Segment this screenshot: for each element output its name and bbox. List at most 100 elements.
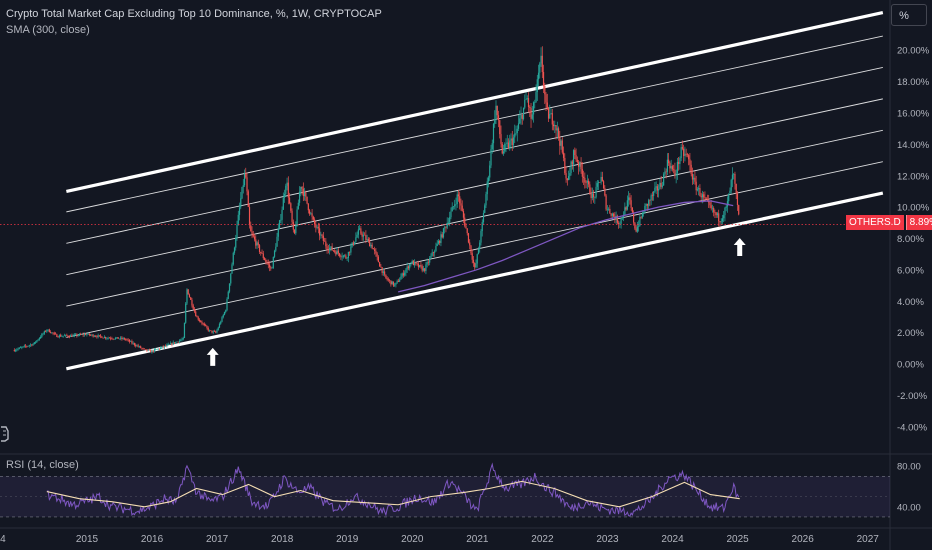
axis-unit-button[interactable]: %: [891, 4, 927, 26]
candle-body: [27, 345, 29, 347]
candle-body: [321, 234, 323, 236]
candle-body: [17, 348, 19, 350]
candle-body: [71, 335, 73, 337]
candle-body: [684, 153, 686, 156]
candle-body: [618, 222, 620, 225]
x-tick-label: 2024: [661, 534, 684, 545]
candle-body: [570, 161, 572, 174]
candle-body: [270, 267, 272, 269]
candle-body: [602, 181, 605, 189]
y-tick-label: 6.00%: [897, 265, 924, 276]
candle-body: [212, 331, 214, 333]
candle-body: [345, 255, 347, 259]
candle-body: [527, 98, 530, 108]
x-tick-label: 2023: [596, 534, 619, 545]
candle-body: [606, 209, 608, 210]
candle-body: [703, 194, 705, 198]
rsi-y-tick-label: 80.00: [897, 462, 921, 473]
candle-body: [395, 282, 397, 285]
candle-body: [584, 177, 586, 183]
candle-body: [374, 249, 376, 251]
candle-body: [313, 219, 316, 225]
candle-body: [73, 334, 75, 336]
candle-body: [379, 262, 381, 267]
candle-body: [585, 182, 587, 184]
candle-body: [290, 203, 292, 211]
candle-body: [669, 163, 671, 169]
candle-body: [226, 298, 228, 311]
candle-body: [539, 63, 541, 73]
candle-body: [253, 236, 256, 240]
candle-body: [505, 143, 507, 145]
candle-body: [526, 98, 528, 100]
candle-body: [293, 229, 296, 234]
candle-body: [507, 142, 510, 148]
rsi-ma-line: [46, 480, 740, 508]
candle-body: [396, 280, 398, 283]
candle-body: [738, 204, 740, 215]
candle-body: [235, 238, 237, 248]
candle-body: [691, 173, 694, 180]
candle-body: [141, 348, 143, 349]
candle-body: [724, 207, 726, 216]
candle-body: [675, 173, 677, 176]
candle-body: [181, 339, 183, 341]
candle-body: [633, 212, 635, 223]
candle-body: [663, 174, 665, 186]
candle-body: [666, 159, 668, 172]
candle-body: [255, 239, 257, 246]
candle-body: [205, 324, 207, 326]
candle-body: [555, 125, 557, 131]
candle-body: [494, 119, 496, 124]
candle-body: [461, 205, 463, 212]
x-tick-label: 2018: [271, 534, 294, 545]
candle-body: [19, 347, 22, 349]
candle-body: [460, 203, 462, 206]
candle-body: [469, 242, 471, 246]
candle-body: [328, 247, 331, 251]
candle-body: [232, 252, 234, 265]
ruler-icon[interactable]: [0, 425, 10, 443]
candle-body: [629, 197, 631, 201]
rsi-pane: [0, 456, 890, 522]
candle-body: [170, 343, 172, 345]
candle-body: [63, 335, 65, 337]
candle-body: [120, 337, 122, 339]
candle-body: [37, 339, 39, 341]
candle-body: [679, 157, 681, 164]
candle-body: [600, 176, 602, 183]
candle-body: [53, 333, 55, 334]
candle-body: [163, 345, 166, 348]
candle-body: [709, 202, 711, 206]
candle-body: [347, 251, 349, 259]
candle-body: [317, 226, 319, 229]
candle-body: [411, 260, 413, 264]
candle-body: [591, 193, 593, 199]
candle-body: [736, 193, 739, 205]
candle-body: [105, 337, 107, 339]
candle-body: [576, 159, 578, 163]
candle-body: [197, 317, 199, 320]
candle-body: [394, 284, 396, 286]
candle-body: [725, 206, 727, 208]
candle-body: [145, 349, 147, 350]
candle-body: [110, 337, 112, 339]
candle-body: [464, 217, 466, 226]
candle-body: [136, 345, 138, 347]
candle-body: [532, 102, 535, 115]
candle-body: [301, 186, 303, 189]
candle-body: [731, 174, 734, 180]
candle-body: [236, 225, 238, 239]
candle-body: [476, 254, 478, 264]
candle-body: [551, 113, 553, 125]
candle-body: [316, 226, 318, 228]
y-tick-label: 0.00%: [897, 360, 924, 371]
candle-body: [711, 208, 714, 209]
candle-body: [561, 140, 563, 153]
y-tick-label: 2.00%: [897, 328, 924, 339]
candle-body: [467, 233, 470, 243]
candle-body: [201, 322, 203, 324]
candle-body: [41, 334, 43, 338]
candle-body: [36, 340, 38, 343]
